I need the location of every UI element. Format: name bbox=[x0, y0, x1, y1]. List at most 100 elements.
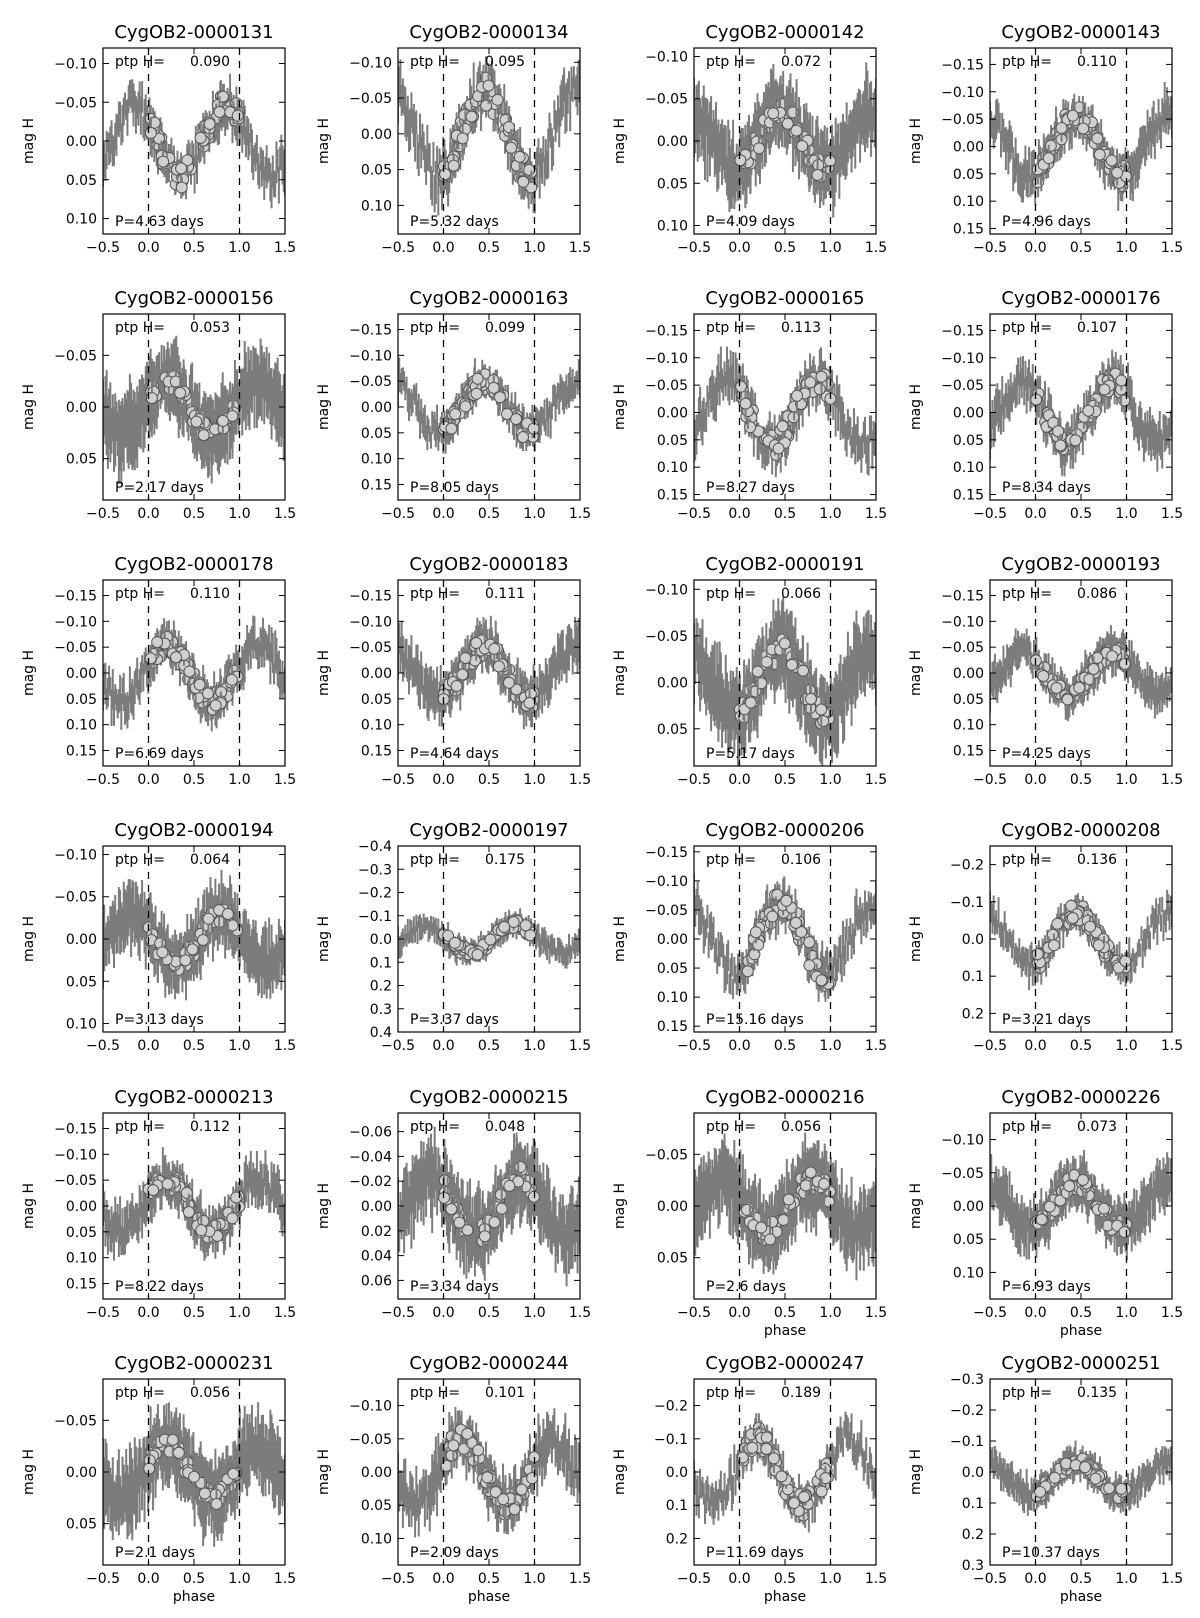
x-tick-label: 1.5 bbox=[1161, 240, 1183, 256]
y-tick-label: 0.10 bbox=[953, 718, 984, 734]
ptp-label: ptp H= bbox=[115, 586, 165, 602]
data-point bbox=[456, 668, 469, 681]
panel-title: CygOB2-0000131 bbox=[114, 22, 273, 43]
ptp-label: ptp H= bbox=[115, 320, 165, 336]
x-tick-label: −0.5 bbox=[677, 506, 711, 522]
y-tick-label: 0.10 bbox=[361, 198, 392, 214]
ptp-label: ptp H= bbox=[706, 54, 756, 70]
data-point bbox=[1050, 681, 1063, 694]
y-tick-label: −0.05 bbox=[349, 91, 392, 107]
data-point bbox=[771, 888, 784, 901]
y-tick-label: 0.10 bbox=[657, 460, 688, 476]
y-axis-label: mag H bbox=[316, 650, 332, 696]
data-points bbox=[990, 81, 1172, 211]
data-point bbox=[751, 665, 764, 678]
y-tick-label: 0.10 bbox=[953, 460, 984, 476]
y-tick-label: 0.05 bbox=[657, 722, 688, 738]
data-points bbox=[694, 873, 876, 1002]
y-tick-label: 0.05 bbox=[361, 692, 392, 708]
data-point bbox=[1106, 650, 1119, 663]
period-label: P=4.25 days bbox=[1002, 746, 1091, 762]
data-point bbox=[1066, 911, 1079, 924]
data-point bbox=[789, 916, 802, 929]
x-tick-label: 0.5 bbox=[1070, 772, 1092, 788]
y-tick-label: 0.00 bbox=[66, 134, 97, 150]
y-tick-label: −0.05 bbox=[54, 640, 97, 656]
data-point bbox=[781, 117, 794, 130]
ptp-label: ptp H= bbox=[1002, 586, 1052, 602]
x-tick-label: 0.0 bbox=[728, 506, 750, 522]
data-point bbox=[735, 380, 748, 393]
y-tick-label: −0.10 bbox=[54, 57, 97, 73]
data-point bbox=[445, 422, 458, 435]
light-curve-panel: −0.15 −0.10 −0.05 0.00 0.05 0.10 0.15 −0.5 0.0 0.… bbox=[612, 820, 887, 1054]
y-tick-label: −0.15 bbox=[941, 589, 984, 605]
data-point bbox=[439, 168, 452, 181]
data-point bbox=[169, 375, 182, 388]
y-tick-label: −0.05 bbox=[645, 378, 688, 394]
ptp-value: 0.053 bbox=[190, 320, 230, 336]
data-point bbox=[209, 699, 222, 712]
data-points bbox=[398, 908, 580, 969]
x-tick-label: −0.5 bbox=[381, 240, 415, 256]
panel-title: CygOB2-0000183 bbox=[409, 554, 568, 575]
period-label: P=4.63 days bbox=[115, 214, 204, 230]
period-label: P=4.64 days bbox=[410, 746, 499, 762]
x-tick-label: 1.5 bbox=[1161, 506, 1183, 522]
data-point bbox=[753, 142, 766, 155]
data-point bbox=[480, 99, 493, 112]
period-label: P=4.96 days bbox=[1002, 214, 1091, 230]
y-tick-label: 0.2 bbox=[370, 979, 392, 995]
data-point bbox=[471, 372, 484, 385]
y-tick-label: 0.00 bbox=[953, 405, 984, 421]
y-tick-label: −0.15 bbox=[54, 589, 97, 605]
x-tick-label: 0.0 bbox=[137, 240, 159, 256]
y-tick-label: −0.10 bbox=[941, 85, 984, 101]
data-point bbox=[1055, 122, 1068, 135]
data-point bbox=[151, 636, 164, 649]
y-tick-label: 0.00 bbox=[66, 666, 97, 682]
y-tick-label: −0.2 bbox=[358, 886, 392, 902]
x-tick-label: −0.5 bbox=[677, 1038, 711, 1054]
y-tick-label: 0.15 bbox=[953, 222, 984, 238]
y-tick-label: 0.15 bbox=[657, 1019, 688, 1035]
y-tick-label: −0.05 bbox=[349, 640, 392, 656]
y-tick-label: 0.10 bbox=[361, 452, 392, 468]
panel-title: CygOB2-0000197 bbox=[409, 820, 568, 841]
y-tick-label: −0.05 bbox=[349, 374, 392, 390]
y-tick-label: 0.00 bbox=[657, 134, 688, 150]
y-tick-label: −0.1 bbox=[950, 895, 984, 911]
x-tick-label: 1.5 bbox=[274, 240, 296, 256]
data-point bbox=[776, 420, 789, 433]
light-curve-panel: −0.10 −0.05 0.00 0.05 0.10 −0.5 0.0 0.5 1.0 1.5 Cy… bbox=[612, 22, 887, 256]
y-axis-label: mag H bbox=[612, 650, 628, 696]
ptp-label: ptp H= bbox=[410, 852, 460, 868]
x-tick-label: 0.0 bbox=[137, 772, 159, 788]
x-tick-label: 0.0 bbox=[1024, 772, 1046, 788]
data-point bbox=[197, 429, 210, 442]
y-tick-label: 0.00 bbox=[361, 400, 392, 416]
data-point bbox=[459, 652, 472, 665]
x-tick-label: 0.5 bbox=[183, 240, 205, 256]
data-point bbox=[231, 109, 244, 122]
data-point bbox=[144, 652, 157, 665]
y-tick-label: −0.10 bbox=[645, 874, 688, 890]
ptp-label: ptp H= bbox=[706, 852, 756, 868]
ptp-value: 0.113 bbox=[781, 320, 821, 336]
data-point bbox=[148, 116, 161, 129]
ptp-label: ptp H= bbox=[115, 852, 165, 868]
data-point bbox=[1061, 693, 1074, 706]
y-tick-label: −0.05 bbox=[54, 95, 97, 111]
data-point bbox=[766, 910, 779, 923]
data-point bbox=[1098, 383, 1111, 396]
plot-frame bbox=[693, 313, 877, 501]
ptp-value: 0.064 bbox=[190, 852, 230, 868]
y-tick-label: 0.10 bbox=[66, 718, 97, 734]
y-tick-label: −0.15 bbox=[645, 323, 688, 339]
y-tick-label: 0.15 bbox=[953, 744, 984, 760]
period-label: P=8.34 days bbox=[1002, 480, 1091, 496]
panel-title: CygOB2-0000134 bbox=[409, 22, 568, 43]
x-tick-label: 1.5 bbox=[569, 240, 591, 256]
ptp-label: ptp H= bbox=[1002, 320, 1052, 336]
x-tick-label: −0.5 bbox=[86, 772, 120, 788]
